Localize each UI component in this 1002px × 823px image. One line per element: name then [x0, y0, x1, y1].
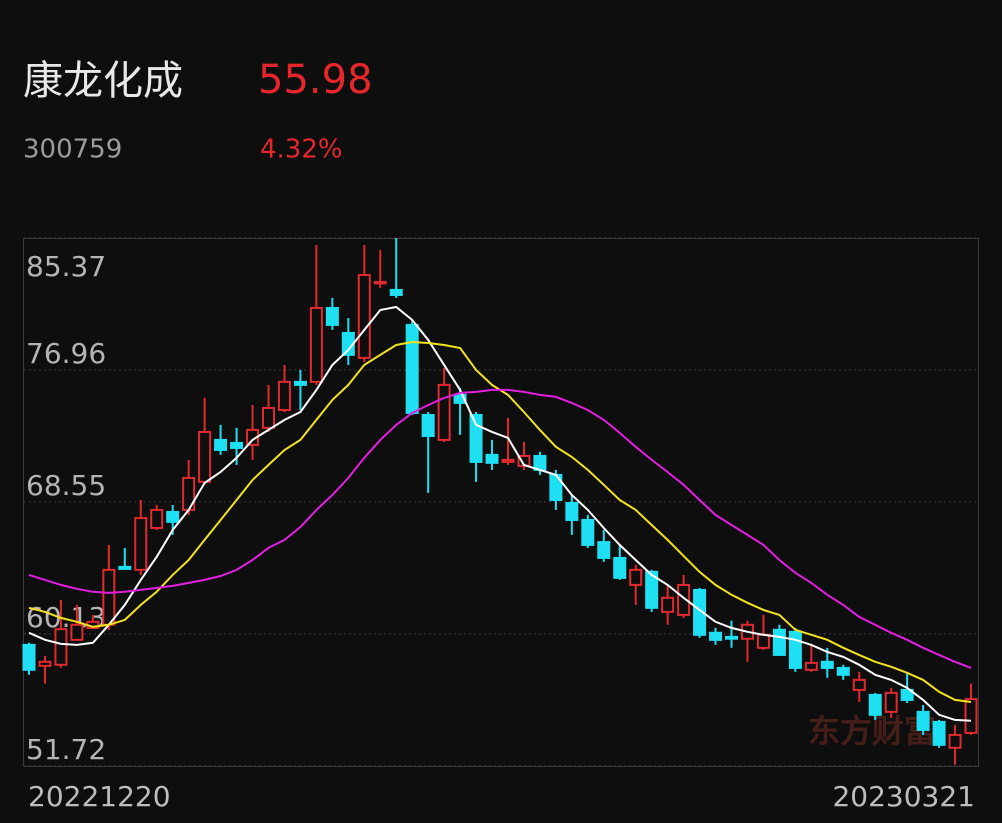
moving-average-line	[28, 305, 972, 722]
candle-body	[868, 693, 882, 716]
stock-change: 4.32%	[260, 135, 343, 165]
candle-body	[214, 438, 228, 451]
candle-body	[677, 583, 691, 616]
candle-body	[852, 678, 866, 691]
stock-code: 300759	[23, 135, 122, 165]
candle-body	[565, 502, 579, 521]
candle-body	[501, 458, 515, 463]
candle-body	[725, 635, 739, 640]
candle-body	[38, 660, 52, 667]
candle-body	[277, 380, 291, 411]
candle-body	[293, 380, 307, 386]
candle-body	[932, 720, 946, 746]
candle-body	[709, 631, 723, 641]
candle-body	[820, 660, 834, 669]
candle-body	[804, 661, 818, 671]
candle-body	[437, 383, 451, 441]
candle-body	[134, 517, 148, 571]
candle-body	[453, 393, 467, 404]
candle-body	[421, 413, 435, 438]
candle-body	[964, 698, 978, 734]
y-tick-label: 51.72	[26, 733, 106, 766]
moving-average-line	[28, 388, 972, 669]
plot-frame	[23, 238, 979, 767]
candle-body	[230, 441, 244, 449]
candle-body	[54, 628, 68, 666]
candle-body	[357, 274, 371, 359]
candle-body	[150, 508, 164, 529]
candle-body	[261, 406, 275, 429]
candle-body	[645, 570, 659, 609]
candle-body	[597, 541, 611, 559]
y-tick-label: 76.96	[26, 337, 106, 370]
candle-body	[309, 306, 323, 383]
candle-body	[118, 565, 132, 570]
candle-body	[325, 306, 339, 326]
candle-body	[836, 666, 850, 676]
candle-body	[613, 556, 627, 579]
candle-body	[916, 710, 930, 731]
candle-body	[788, 630, 802, 669]
candle-body	[389, 288, 403, 296]
candle-body	[485, 453, 499, 464]
y-tick-label: 68.55	[26, 469, 106, 502]
y-tick-label: 85.37	[26, 250, 106, 283]
x-tick-label: 20221220	[28, 780, 171, 813]
candle-body	[373, 280, 387, 285]
candle-body	[900, 688, 914, 701]
candle-body	[661, 596, 675, 613]
stock-name: 康龙化成	[23, 58, 183, 104]
candle-body	[884, 691, 898, 713]
candle-body	[693, 588, 707, 636]
candle-body	[469, 413, 483, 463]
candle-body	[772, 628, 786, 656]
candle-body	[581, 518, 595, 546]
candle-body	[22, 643, 36, 671]
candle-body	[166, 510, 180, 523]
candle-body	[198, 430, 212, 483]
candle-body	[756, 633, 770, 649]
x-tick-label: 20230321	[832, 780, 975, 813]
candle-body	[405, 323, 419, 414]
candle-body	[102, 568, 116, 626]
watermark: 东方财富	[808, 712, 936, 750]
candle-body	[948, 733, 962, 749]
candle-body	[70, 623, 84, 641]
stock-price: 55.98	[258, 57, 373, 103]
candle-body	[629, 568, 643, 586]
